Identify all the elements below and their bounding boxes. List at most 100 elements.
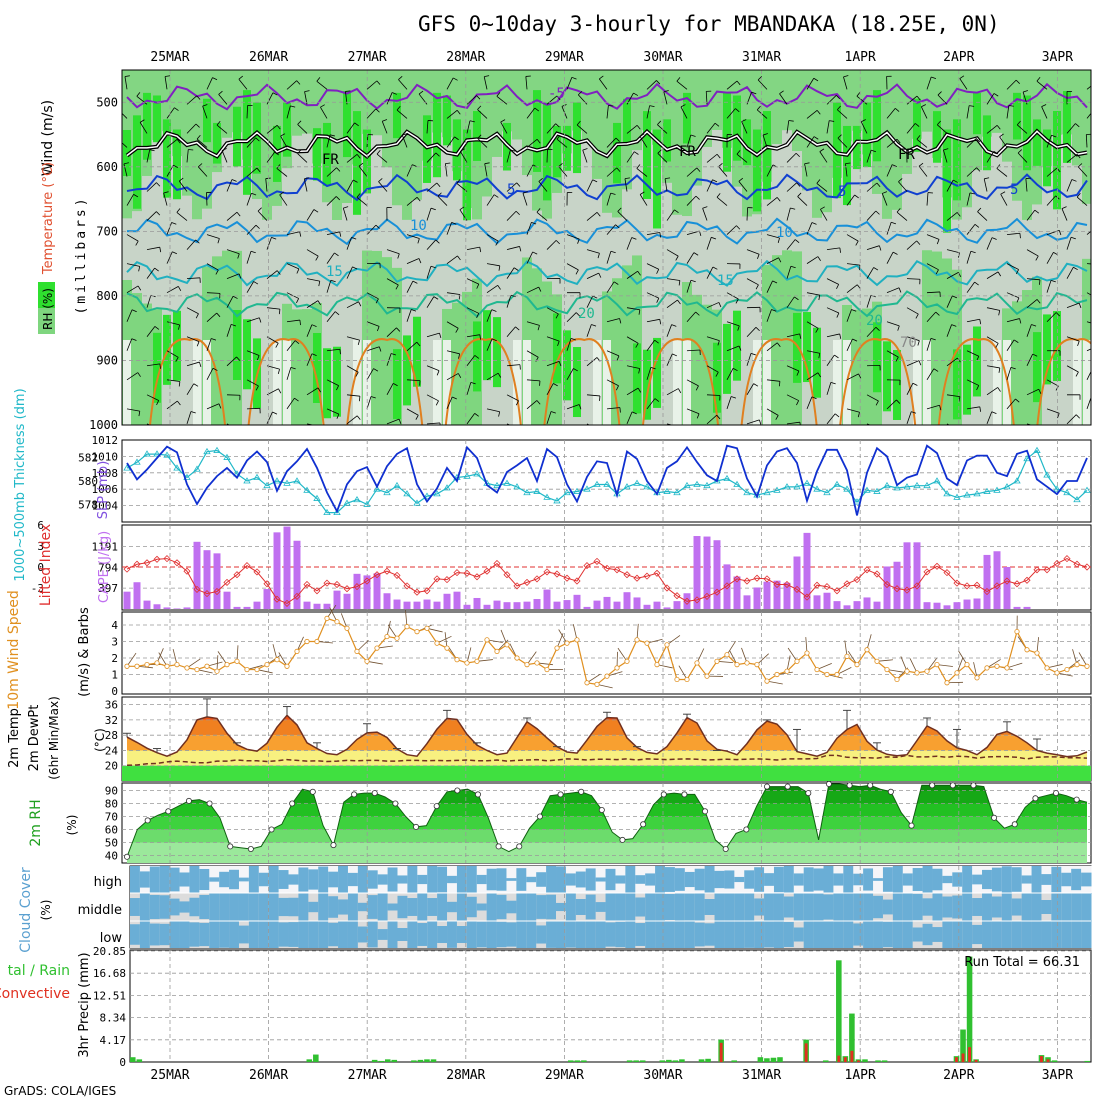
wind-barb-upper-flag — [251, 192, 257, 196]
wind-barb-upper-flag — [1036, 77, 1041, 82]
wind-barb-upper-flag — [199, 361, 202, 367]
wind-tick-0: 0 — [111, 685, 118, 698]
thickness-point — [503, 479, 511, 486]
rh-band-bright — [1033, 119, 1041, 166]
rh-band-low — [642, 250, 652, 425]
rh-band-bright — [163, 119, 171, 198]
wind-speed-point — [864, 647, 870, 653]
wind-barb-upper-flag — [318, 281, 321, 287]
wind-barb-upper — [381, 121, 388, 134]
li-point — [443, 576, 451, 584]
cloud-middle-cell — [1041, 900, 1052, 914]
rh2m-units: (%) — [65, 815, 79, 836]
cloud-low-cell — [674, 921, 686, 948]
wind-barb-upper — [386, 278, 399, 286]
thickness-point — [403, 490, 411, 497]
wind-barb-upper-flag — [616, 355, 620, 361]
wind-barb-upper — [606, 251, 612, 264]
wind-barb-upper-flag — [357, 340, 360, 346]
thickness-point — [293, 477, 301, 484]
rh-point — [578, 788, 585, 795]
wind-barb-upper — [786, 394, 799, 401]
wind-barb-upper-flag — [816, 110, 821, 115]
wind-barb-10m — [476, 659, 493, 662]
wind-barb-upper — [483, 76, 488, 90]
wind-speed-point — [174, 661, 180, 668]
wind-barb-upper-flag — [637, 270, 641, 276]
isotherm-freezing-inner — [126, 130, 1088, 158]
wind-barb-upper — [666, 423, 674, 425]
wind-speed-point — [1084, 663, 1090, 669]
wind-barb-upper — [226, 273, 240, 280]
li-point — [583, 562, 591, 570]
wind-barb-upper — [326, 280, 332, 293]
wind-speed-point — [394, 635, 400, 641]
wind-barb-10m — [741, 647, 748, 664]
wind-barb-upper — [726, 80, 738, 90]
date-tick-top-6: 31MAR — [742, 50, 781, 65]
rh-band-bright — [613, 122, 621, 184]
wind-barb-upper — [906, 360, 920, 367]
li-point — [1063, 555, 1071, 563]
rh-band — [602, 70, 612, 213]
wind-barb-upper — [856, 95, 868, 105]
thickness-point — [213, 446, 221, 453]
thickness-point — [833, 480, 841, 487]
cloud-middle-cell — [328, 896, 339, 918]
wind-barb-upper — [866, 394, 879, 402]
wind-barb-upper — [826, 382, 832, 395]
li-point — [713, 588, 721, 596]
wind-barb-upper — [986, 237, 993, 250]
wind-barb-upper-flag — [779, 90, 784, 95]
cape-bar — [843, 605, 851, 609]
cape-bar — [1023, 606, 1031, 609]
wind-barb-upper — [1006, 105, 1010, 119]
wind-barb-upper — [186, 307, 199, 315]
wind-barb-upper-flag — [631, 237, 637, 240]
cape-bar — [813, 595, 821, 609]
li-point — [173, 559, 181, 567]
wind-barb-upper-flag — [592, 179, 598, 183]
wind-barb-upper-flag — [696, 167, 701, 172]
cloud-high-cell — [258, 872, 270, 887]
cloud-high-cell — [407, 866, 418, 893]
li-point — [873, 570, 881, 578]
wind-barb-10m — [126, 652, 137, 667]
wind-speed-point — [664, 642, 670, 648]
cloud-low-cell — [882, 921, 894, 948]
cloud-high-cell — [268, 866, 280, 893]
wind-barb-upper-flag — [895, 356, 899, 362]
wind-barb-upper-flag — [634, 151, 639, 155]
wind-barb-upper — [477, 138, 488, 148]
li-point — [293, 592, 301, 600]
wind-barb-upper — [1026, 353, 1034, 366]
rh-band-low-bright — [473, 321, 481, 392]
wind-barb-upper — [676, 80, 688, 90]
wind-barb-upper — [786, 365, 800, 372]
wind-barb-upper — [386, 418, 400, 425]
wind-barb-upper-flag — [997, 387, 1001, 392]
wind-barb-upper-flag — [638, 368, 641, 374]
cloud-high-cell — [754, 867, 765, 892]
wind-speed-point — [354, 648, 360, 655]
cloud-middle-cell — [853, 893, 864, 921]
rh-band-low-bright — [723, 323, 731, 394]
wind-barb-upper — [286, 367, 292, 380]
wind-barb-upper — [999, 136, 1008, 148]
wind-barb-upper — [526, 138, 538, 148]
wind-speed-point — [704, 673, 710, 679]
wind-barb-upper-flag — [445, 162, 451, 165]
rh-point — [433, 803, 440, 810]
wind-barb-upper — [946, 249, 960, 254]
wind-barb-upper-flag — [732, 367, 738, 372]
rh-tick-50: 50 — [105, 837, 118, 850]
wind-barb-upper-flag — [892, 251, 898, 255]
wind-barb-upper-flag — [969, 192, 975, 195]
rh-band-low — [862, 308, 872, 425]
thickness-tick-578: 578 — [78, 498, 98, 511]
wind-speed-point — [814, 666, 820, 673]
cape-bar — [523, 601, 531, 609]
wind-barb-upper-flag — [131, 309, 137, 313]
wind-barb-upper — [406, 234, 420, 239]
thickness-point — [143, 450, 151, 457]
